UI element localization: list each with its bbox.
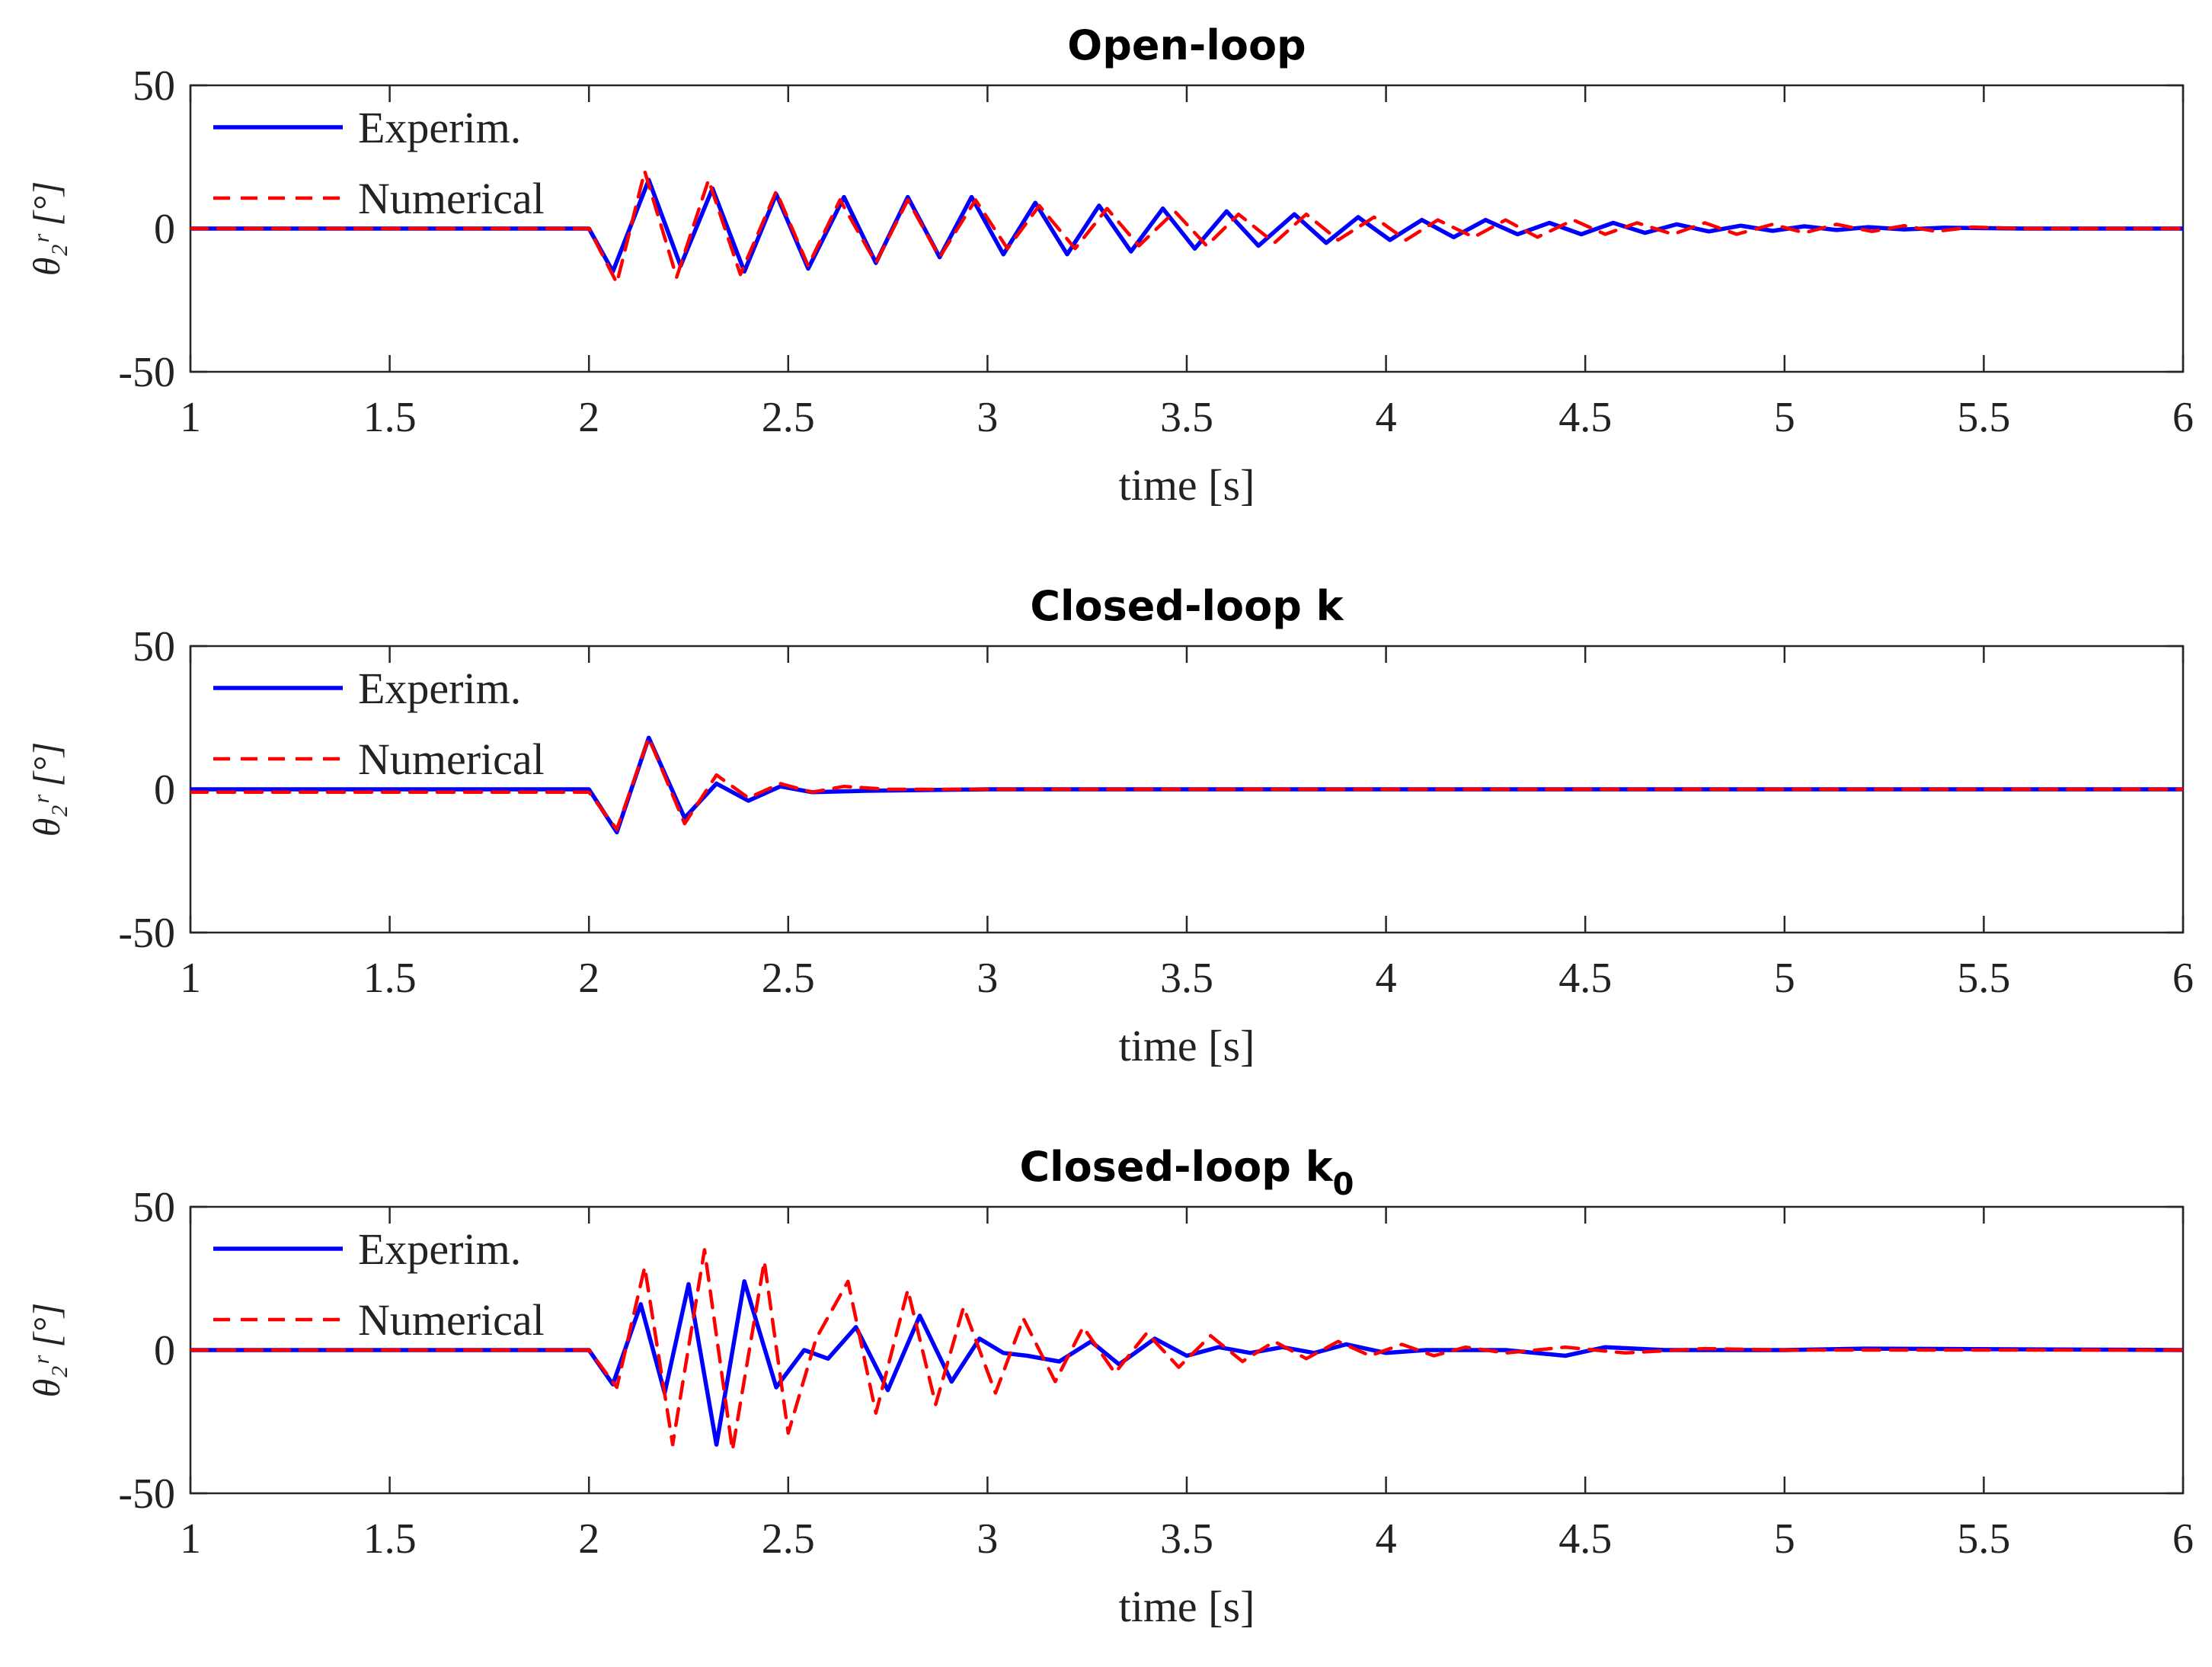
chart-title-text: Closed-loop k xyxy=(1030,582,1344,630)
series-line-numerical xyxy=(190,169,2183,285)
chart-title-text: Closed-loop k xyxy=(1020,1143,1334,1191)
x-axis-label: time [s] xyxy=(1119,460,1255,510)
x-tick-label: 3.5 xyxy=(1160,955,1213,1002)
y-tick-label: 0 xyxy=(154,1327,175,1374)
x-tick-label: 4 xyxy=(1376,394,1397,441)
y-axis-label: θ₂ʳ [°] xyxy=(25,181,68,276)
y-tick-label: 0 xyxy=(154,206,175,253)
x-tick-label: 6 xyxy=(2172,1515,2194,1563)
legend-label: Numerical xyxy=(358,1295,545,1345)
x-tick-label: 1.5 xyxy=(363,394,417,441)
x-tick-label: 3 xyxy=(977,394,998,441)
series-line-experim xyxy=(190,1279,2183,1447)
x-tick-label: 5.5 xyxy=(1957,955,2010,1002)
x-tick-label: 4.5 xyxy=(1558,1515,1612,1563)
x-tick-label: 3.5 xyxy=(1160,394,1213,441)
y-tick-label: -50 xyxy=(118,349,175,396)
x-tick-label: 3 xyxy=(977,955,998,1002)
x-tick-label: 2.5 xyxy=(762,394,815,441)
x-tick-label: 1.5 xyxy=(363,1515,417,1563)
x-tick-label: 1 xyxy=(180,394,201,441)
x-tick-label: 2 xyxy=(578,394,599,441)
y-axis-label: θ₂ʳ [°] xyxy=(25,1303,68,1397)
x-tick-label: 4.5 xyxy=(1558,394,1612,441)
x-tick-label: 6 xyxy=(2172,955,2194,1002)
x-tick-label: 5 xyxy=(1774,394,1795,441)
x-tick-label: 2.5 xyxy=(762,955,815,1002)
x-tick-label: 2 xyxy=(578,955,599,1002)
x-tick-label: 1.5 xyxy=(363,955,417,1002)
legend-label: Experim. xyxy=(358,103,521,152)
x-tick-label: 5.5 xyxy=(1957,394,2010,441)
chart-title: Closed-loop k0 xyxy=(1020,1143,1354,1202)
x-tick-label: 6 xyxy=(2172,394,2194,441)
panel-closed-loop-k: 1 1.5 2 2.5 3 3.5 4 4.5 5 5.5 6 50 0 -50 Closed-loop k… xyxy=(25,582,2194,1070)
x-tick-label: 5.5 xyxy=(1957,1515,2010,1563)
legend-label: Experim. xyxy=(358,1224,521,1274)
chart-title-subscript: 0 xyxy=(1333,1167,1354,1202)
x-tick-label: 5 xyxy=(1774,955,1795,1002)
x-tick-label: 2 xyxy=(578,1515,599,1563)
x-tick-label: 1 xyxy=(180,1515,201,1563)
y-tick-label: -50 xyxy=(118,1470,175,1518)
y-tick-label: -50 xyxy=(118,910,175,957)
x-tick-label: 4 xyxy=(1376,955,1397,1002)
x-tick-label: 5 xyxy=(1774,1515,1795,1563)
y-tick-label: 50 xyxy=(133,623,175,670)
legend-label: Experim. xyxy=(358,664,521,713)
x-axis-label: time [s] xyxy=(1119,1021,1255,1070)
y-tick-label: 50 xyxy=(133,1184,175,1231)
x-tick-label: 4 xyxy=(1376,1515,1397,1563)
series-line-numerical xyxy=(190,736,2183,831)
series-line-numerical xyxy=(190,1248,2183,1452)
panel-closed-loop-k0: 1 1.5 2 2.5 3 3.5 4 4.5 5 5.5 6 50 0 -50 Closed-loop k… xyxy=(25,1143,2194,1631)
x-tick-label: 3.5 xyxy=(1160,1515,1213,1563)
y-tick-label: 50 xyxy=(133,62,175,110)
x-tick-label: 2.5 xyxy=(762,1515,815,1563)
chart-title-text: Open-loop xyxy=(1067,21,1306,69)
legend-label: Numerical xyxy=(358,174,545,223)
y-axis-label: θ₂ʳ [°] xyxy=(25,742,68,837)
x-tick-label: 1 xyxy=(180,955,201,1002)
x-tick-label: 4.5 xyxy=(1558,955,1612,1002)
chart-title: Open-loop xyxy=(1067,21,1306,69)
y-tick-label: 0 xyxy=(154,766,175,814)
panel-open-loop: 1 1.5 2 2.5 3 3.5 4 4.5 5 5.5 6 50 0 -50 Open-loop time… xyxy=(25,21,2194,510)
x-tick-label: 3 xyxy=(977,1515,998,1563)
chart-title: Closed-loop k xyxy=(1030,582,1344,630)
legend-label: Numerical xyxy=(358,734,545,784)
x-axis-label: time [s] xyxy=(1119,1582,1255,1631)
